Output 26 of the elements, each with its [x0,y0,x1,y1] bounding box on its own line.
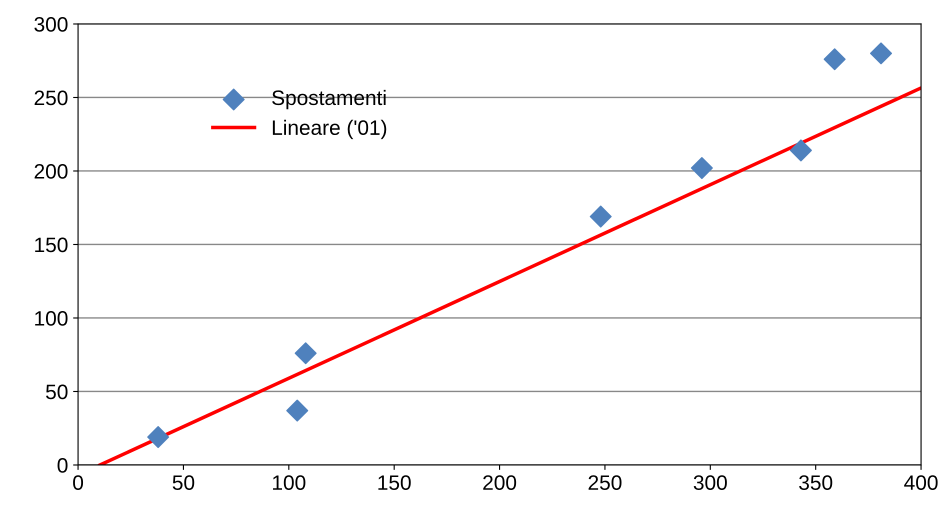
point [294,342,317,364]
x-tick-label: 200 [483,475,516,490]
y-tick-label: 300 [34,16,68,32]
point [790,139,812,162]
y-tick-label: 250 [34,90,68,106]
x-tick-label: 0 [73,475,84,490]
x-tick-label: 100 [273,475,306,490]
point [147,426,170,448]
y-tick-label: 150 [35,237,68,252]
point [690,157,713,180]
x-tick-label: 150 [378,475,411,490]
x-tick-label: 50 [172,475,194,490]
x-tick-label: 350 [799,475,832,490]
y-tick-label: 50 [46,384,68,400]
x-tick-label: 400 [904,475,938,490]
y-tick-label: 0 [58,458,68,473]
y-tick-label: 100 [35,310,68,326]
legend-label: Lineare ('01) [272,120,386,140]
x-tick-label: 300 [694,475,727,490]
point [870,42,892,64]
x-tick-label: 250 [588,475,622,490]
y-tick-label: 200 [34,164,68,179]
point [824,48,846,70]
point [590,206,612,228]
point [286,400,308,422]
legend-label: Spostamenti [272,90,386,110]
